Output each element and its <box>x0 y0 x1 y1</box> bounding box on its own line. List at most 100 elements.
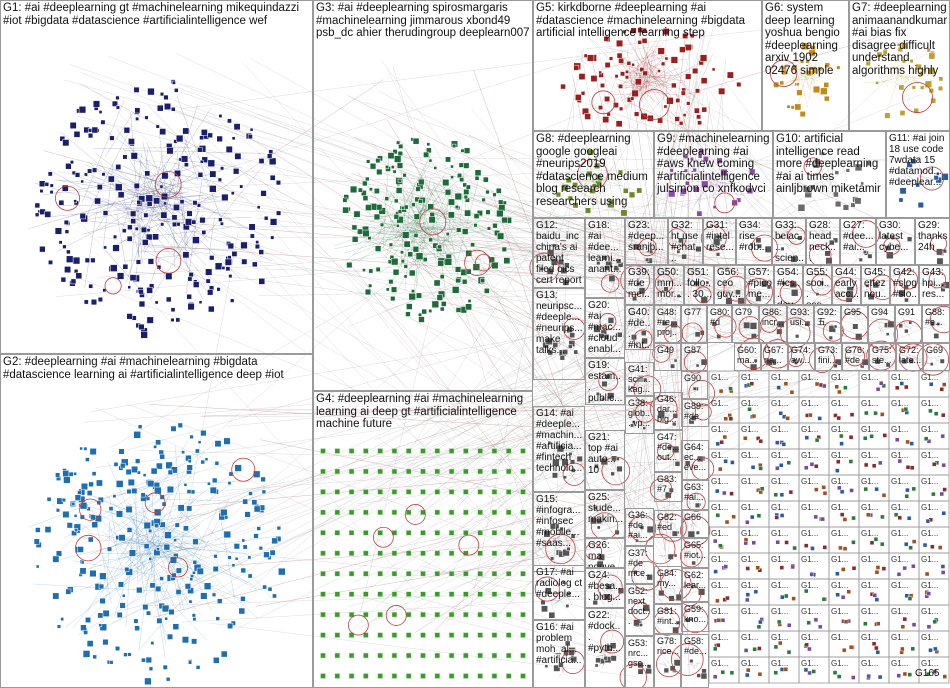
internal-edge <box>900 75 920 98</box>
group-label-g94: G94 <box>871 307 889 317</box>
internal-edge <box>431 222 448 258</box>
node <box>405 489 412 495</box>
node <box>156 547 160 551</box>
node <box>909 441 914 446</box>
node <box>82 650 91 658</box>
node <box>442 179 450 187</box>
node <box>433 166 438 170</box>
internal-edge <box>164 536 184 596</box>
node <box>209 170 217 178</box>
inter-group-edge <box>664 101 711 551</box>
inter-group-edge <box>403 233 831 466</box>
minor-group-label: G1... <box>921 425 938 434</box>
node <box>477 652 483 659</box>
node <box>183 525 189 532</box>
inter-group-edge <box>615 32 704 371</box>
node <box>809 462 815 467</box>
node <box>786 104 791 109</box>
internal-edge <box>166 207 184 220</box>
group-box-g77: G77 <box>681 305 707 343</box>
group-box-g55: G55: soci... oss... <box>803 265 832 305</box>
node <box>175 134 184 143</box>
node <box>743 648 749 653</box>
minor-group-label: G1... <box>831 659 848 668</box>
node <box>388 279 394 285</box>
self-loop <box>79 498 102 521</box>
group-label-g43: G43: hpi... res... <box>922 267 945 300</box>
internal-edge <box>334 219 408 247</box>
node <box>622 29 627 34</box>
internal-edge <box>120 520 159 548</box>
node <box>256 205 261 210</box>
internal-edge <box>431 219 482 249</box>
internal-edge <box>147 104 222 183</box>
node <box>391 258 399 266</box>
node <box>159 184 164 189</box>
node <box>639 67 645 73</box>
inter-group-edge <box>455 405 632 540</box>
node <box>485 209 491 215</box>
node <box>729 670 735 676</box>
node <box>195 448 200 454</box>
node <box>166 147 174 155</box>
node <box>439 274 445 280</box>
node <box>820 87 828 95</box>
node <box>148 557 152 561</box>
node <box>155 124 160 129</box>
node <box>374 245 382 252</box>
node <box>491 509 498 516</box>
inter-group-edge <box>380 157 924 162</box>
internal-edge <box>428 210 498 242</box>
node <box>839 489 845 495</box>
node <box>477 530 483 536</box>
internal-edge <box>113 493 154 549</box>
node <box>807 646 812 652</box>
node <box>106 546 113 552</box>
node <box>98 623 103 627</box>
node <box>718 466 723 472</box>
node <box>214 440 222 448</box>
internal-edge <box>109 523 124 573</box>
node <box>836 459 841 464</box>
node <box>520 448 526 454</box>
node <box>83 446 88 451</box>
node <box>142 239 149 246</box>
cluster-g6 <box>769 42 841 118</box>
node <box>863 486 868 492</box>
internal-edge <box>394 165 429 202</box>
group-box-g86: G86: incr... <box>759 305 787 343</box>
node <box>140 226 147 233</box>
internal-edge <box>175 506 219 594</box>
node <box>200 592 208 600</box>
node <box>405 509 412 516</box>
node <box>396 140 401 145</box>
internal-edge <box>184 231 196 248</box>
node <box>223 530 231 539</box>
group-box-g45: G45: ettez nou... <box>861 265 890 305</box>
node <box>715 441 720 447</box>
node <box>155 585 162 592</box>
inter-group-edge <box>356 288 671 665</box>
node <box>199 217 206 224</box>
node <box>87 133 94 139</box>
node <box>878 460 883 466</box>
node <box>368 268 374 274</box>
group-label-g31: G31: #intel rese... <box>706 220 734 253</box>
internal-edge <box>158 547 189 590</box>
node <box>192 559 198 565</box>
node <box>189 577 194 582</box>
node <box>863 436 868 441</box>
node <box>403 264 408 269</box>
node <box>107 175 115 183</box>
group-label-g29: G29: thanks 24h <box>918 220 948 253</box>
node <box>420 530 426 536</box>
node <box>135 259 141 265</box>
node <box>671 82 677 89</box>
node <box>207 481 211 486</box>
node <box>785 416 790 421</box>
node <box>483 176 489 183</box>
node <box>458 162 464 168</box>
node <box>713 646 718 652</box>
node <box>351 224 358 231</box>
